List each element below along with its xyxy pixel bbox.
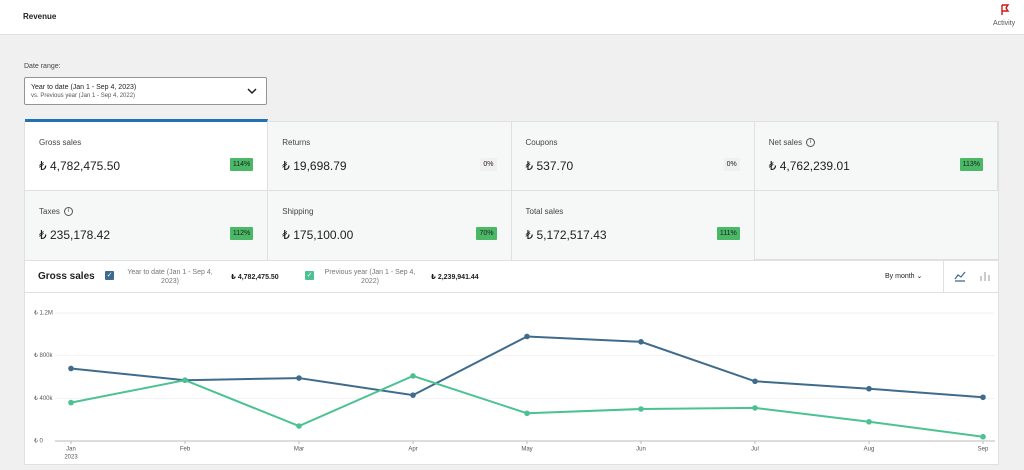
data-point [638, 406, 644, 412]
series-line [70, 335, 984, 399]
delta-badge: 0% [723, 158, 740, 171]
card-label: Gross sales [39, 138, 81, 147]
series-line [70, 374, 984, 438]
delta-badge: 0% [480, 158, 497, 171]
x-tick-label: Aug [864, 447, 875, 453]
x-tick-label: Jun [636, 447, 646, 453]
card-value: ₺ 19,698.79 [282, 159, 347, 173]
date-range-label: Date range: [24, 63, 61, 70]
card-label-text: Coupons [525, 138, 558, 147]
delta-badge: 111% [716, 227, 740, 240]
chart-header: Gross sales By month ⌄ [25, 261, 998, 293]
divider [943, 261, 944, 292]
y-tick-label: ₺ 800k [34, 353, 53, 359]
data-point [524, 333, 530, 340]
card-value: ₺ 4,762,239.01 [768, 159, 850, 173]
card-label: Shipping [282, 207, 313, 216]
chart: ₺ 0 ₺ 400k ₺ 800k ₺ 1.2M Jan Feb Mar Apr May Jun J… [34, 311, 995, 461]
legend-total: ₺ 4,782,475.50 [231, 274, 279, 281]
data-point [410, 392, 416, 398]
info-icon: i [63, 207, 73, 217]
header: Revenue Activity [0, 0, 1024, 35]
data-point [866, 419, 872, 425]
x-tick-label: Jul [751, 447, 759, 453]
date-range-primary: Year to date (Jan 1 - Sep 4, 2023) [31, 84, 137, 91]
summary-card[interactable]: Net sales i ₺ 4,762,239.01 113% [754, 122, 998, 191]
data-point [410, 373, 416, 379]
card-label-text: Gross sales [39, 138, 82, 147]
data-point [980, 433, 986, 440]
card-label: Net sales i [768, 138, 816, 148]
data-point [524, 410, 530, 417]
delta-badge: 112% [229, 227, 254, 240]
card-value: ₺ 235,178.42 [39, 228, 111, 242]
legend-total: ₺ 2,239,941.44 [431, 274, 479, 281]
delta-badge: 70% [476, 227, 497, 240]
summary-card[interactable]: Gross sales ₺ 4,782,475.50 114% [25, 119, 269, 191]
data-point [68, 365, 74, 372]
summary-card[interactable]: Returns ₺ 19,698.79 0% [268, 122, 512, 191]
bar-chart-icon[interactable] [979, 270, 991, 282]
card-value: ₺ 537.70 [525, 159, 574, 173]
page-title: Revenue [23, 12, 57, 21]
summary-card[interactable]: Total sales ₺ 5,172,517.43 111% [511, 191, 755, 261]
card-value: ₺ 175,100.00 [282, 228, 354, 242]
info-icon: i [806, 138, 816, 148]
data-point [68, 399, 74, 406]
y-tick-label: ₺ 400k [34, 396, 53, 402]
card-label-text: Taxes [39, 207, 60, 216]
y-tick-label: ₺ 0 [34, 439, 43, 445]
x-tick-label: Feb [180, 447, 191, 453]
delta-badge: 113% [959, 158, 983, 171]
x-tick-label: Apr [408, 447, 417, 453]
data-point [752, 405, 758, 411]
activity-label[interactable]: Activity [993, 20, 1016, 27]
card-label: Taxes i [39, 207, 73, 217]
chart-panel: Gross sales By month ⌄ ✓ Year to date (Ja… [24, 260, 999, 465]
interval-label: By month [885, 273, 915, 280]
x-tick-label: Sep [978, 447, 989, 453]
legend-checkbox[interactable]: ✓ [105, 271, 114, 280]
card-label-text: Returns [282, 138, 311, 147]
card-label-text: Total sales [525, 207, 564, 216]
x-tick-label: Mar [294, 447, 304, 453]
data-point [980, 394, 986, 401]
x-tick-label: May [521, 447, 532, 453]
activity-icon[interactable] [999, 4, 1011, 16]
legend: ✓ Year to date (Jan 1 - Sep 4, 2023) ₺ 4,7… [105, 261, 525, 292]
card-value: ₺ 4,782,475.50 [39, 159, 121, 173]
date-range-secondary: vs. Previous year (Jan 1 - Sep 4, 2022) [31, 93, 136, 99]
card-label-text: Net sales [768, 138, 803, 147]
legend-checkbox[interactable]: ✓ [305, 271, 314, 280]
legend-name: Year to date (Jan 1 - Sep 4, 2023) [127, 269, 213, 285]
y-tick-label: ₺ 1.2M [34, 311, 53, 317]
data-point [296, 375, 302, 381]
data-point [638, 339, 644, 345]
chevron [247, 88, 257, 95]
summary-card[interactable]: Coupons ₺ 537.70 0% [511, 122, 755, 191]
data-point [752, 378, 758, 385]
summary-card[interactable]: Shipping ₺ 175,100.00 70% [268, 191, 512, 261]
card-value: ₺ 5,172,517.43 [525, 228, 607, 242]
data-point [296, 423, 302, 429]
date-range-dropdown[interactable]: Year to date (Jan 1 - Sep 4, 2023) vs. P… [24, 77, 267, 105]
interval-select[interactable]: By month ⌄ [885, 273, 923, 280]
summary-cards: Gross sales ₺ 4,782,475.50 114% Returns ₺ 19… [24, 119, 999, 261]
line-chart-icon[interactable] [954, 270, 966, 282]
x-year-label: 2023 [64, 455, 78, 461]
delta-badge: 114% [229, 158, 254, 171]
x-tick-label: Jan [66, 447, 76, 453]
card-label: Coupons [526, 138, 558, 147]
card-label: Returns [282, 138, 310, 147]
card-label-text: Shipping [282, 207, 314, 216]
legend-name: Previous year (Jan 1 - Sep 4, 2022) [324, 269, 416, 285]
summary-card[interactable]: Taxes i ₺ 235,178.42 112% [25, 191, 269, 261]
data-point [182, 377, 188, 383]
chart-title: Gross sales [38, 271, 95, 282]
data-point [866, 385, 872, 392]
card-label: Total sales [526, 207, 564, 216]
